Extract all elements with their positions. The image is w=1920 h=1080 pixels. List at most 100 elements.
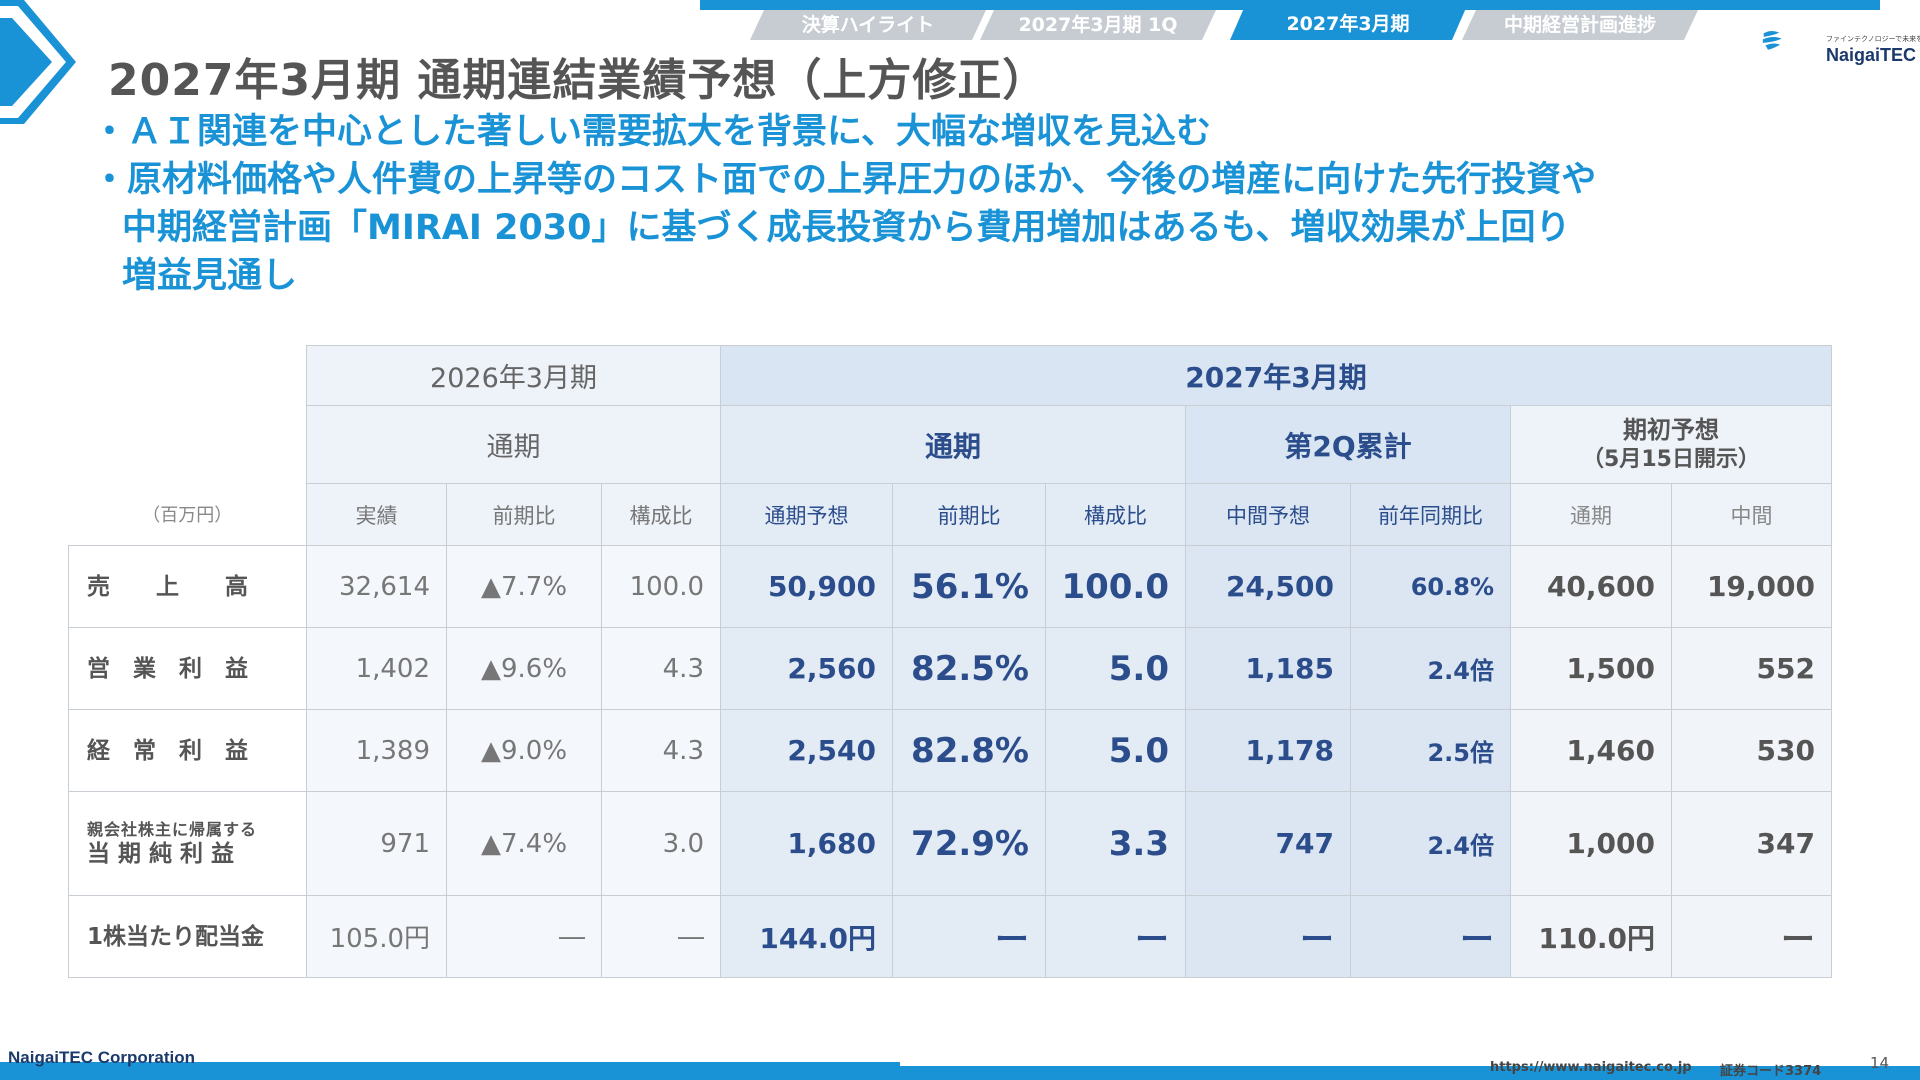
cell-yoy: ▲7.4% [446, 791, 602, 896]
cell-init-interim: 552 [1671, 627, 1832, 710]
table-row: 1株当たり配当金 105.0円 ― ― 144.0円 ー ー ー ー 110.0… [68, 895, 1832, 978]
header-fy2026: 2026年3月期 [306, 345, 721, 406]
sub-interim: 中間予想 [1185, 483, 1351, 546]
table-row: 経 常 利 益 1,389 ▲9.0% 4.3 2,540 82.8% 5.0 … [68, 709, 1832, 792]
tab-midterm-plan[interactable]: 中期経営計画進捗 [1462, 10, 1698, 40]
cell-actual: 32,614 [306, 545, 447, 628]
cell-yoy: ▲7.7% [446, 545, 602, 628]
tab-bar-line [700, 0, 1880, 10]
cell-actual: 105.0円 [306, 895, 447, 978]
cell-init-full: 1,500 [1510, 627, 1672, 710]
page-number: 14 [1870, 1054, 1890, 1072]
cell-yoy27: ー [892, 895, 1046, 978]
group-2027-2q: 第2Q累計 [1185, 405, 1511, 484]
bullet-line: ・原材料価格や人件費の上昇等のコスト面での上昇圧力のほか、今後の増産に向けた先行… [92, 160, 1597, 200]
cell-yoy-same: ー [1350, 895, 1511, 978]
table-corner [68, 405, 307, 484]
footer-security-code: 証券コード3374 [1720, 1064, 1822, 1079]
cell-init-full: 1,000 [1510, 791, 1672, 896]
cell-ratio27: 5.0 [1045, 709, 1186, 792]
cell-interim: ー [1185, 895, 1351, 978]
cell-yoy27: 82.8% [892, 709, 1046, 792]
header-fy2027: 2027年3月期 [720, 345, 1832, 406]
tab-2027-1q[interactable]: 2027年3月期 1Q [980, 10, 1216, 40]
cell-interim: 1,185 [1185, 627, 1351, 710]
row-label: 1株当たり配当金 [68, 895, 307, 978]
bullet-line: 中期経営計画「MIRAI 2030」に基づく成長投資から費用増加はあるも、増収効… [122, 208, 1571, 248]
row-label: 親会社株主に帰属する 当 期 純 利 益 [68, 791, 307, 896]
cell-init-full: 40,600 [1510, 545, 1672, 628]
cell-ratio27: 5.0 [1045, 627, 1186, 710]
footer-bar [0, 1066, 1920, 1080]
cell-interim: 747 [1185, 791, 1351, 896]
table-row: 親会社株主に帰属する 当 期 純 利 益 971 ▲7.4% 3.0 1,680… [68, 791, 1832, 896]
cell-actual: 971 [306, 791, 447, 896]
table-row: 営 業 利 益 1,402 ▲9.6% 4.3 2,560 82.5% 5.0 … [68, 627, 1832, 710]
cell-yoy: ― [446, 895, 602, 978]
cell-forecast: 50,900 [720, 545, 893, 628]
sub-actual: 実績 [306, 483, 447, 546]
cell-init-full: 1,460 [1510, 709, 1672, 792]
row-label-main: 当 期 純 利 益 [87, 840, 235, 867]
cell-ratio27: 100.0 [1045, 545, 1186, 628]
cell-forecast: 144.0円 [720, 895, 893, 978]
cell-init-full: 110.0円 [1510, 895, 1672, 978]
cell-ratio: 3.0 [601, 791, 721, 896]
row-label: 営 業 利 益 [68, 627, 307, 710]
row-label-main: 1株当たり配当金 [87, 923, 265, 950]
footer-url[interactable]: https://www.naigaitec.co.jp [1490, 1060, 1692, 1075]
row-label-main: 営 業 利 益 [87, 655, 248, 682]
footer-corp-name: NaigaiTEC Corporation [8, 1048, 196, 1067]
cell-forecast: 2,560 [720, 627, 893, 710]
cell-ratio: 4.3 [601, 709, 721, 792]
cell-ratio27: 3.3 [1045, 791, 1186, 896]
chevron-decoration-icon [0, 0, 76, 124]
logo-name: NaigaiTEC [1826, 45, 1917, 65]
cell-yoy-same: 60.8% [1350, 545, 1511, 628]
cell-init-interim: ー [1671, 895, 1832, 978]
bullet-list: ・ＡＩ関連を中心とした著しい需要拡大を背景に、大幅な増収を見込む ・原材料価格や… [92, 108, 1596, 300]
cell-actual: 1,402 [306, 627, 447, 710]
sub-init-full: 通期 [1510, 483, 1672, 546]
group-2026-full: 通期 [306, 405, 721, 484]
cell-yoy: ▲9.0% [446, 709, 602, 792]
cell-init-interim: 347 [1671, 791, 1832, 896]
cell-interim: 1,178 [1185, 709, 1351, 792]
cell-yoy-same: 2.4倍 [1350, 627, 1511, 710]
cell-ratio: 100.0 [601, 545, 721, 628]
cell-yoy27: 56.1% [892, 545, 1046, 628]
table-row: 売 上 高 32,614 ▲7.7% 100.0 50,900 56.1% 10… [68, 545, 1832, 628]
group-initial-forecast: 期初予想 （5月15日開示） [1510, 405, 1832, 484]
sub-ratio: 構成比 [601, 483, 721, 546]
sub-yoy27: 前期比 [892, 483, 1046, 546]
cell-ratio: 4.3 [601, 627, 721, 710]
cell-interim: 24,500 [1185, 545, 1351, 628]
cell-yoy27: 82.5% [892, 627, 1046, 710]
group-initial-note: （5月15日開示） [1582, 446, 1760, 472]
sub-init-interim: 中間 [1671, 483, 1832, 546]
bullet-line: 増益見通し [122, 256, 298, 296]
naigaitec-logo-icon [1762, 31, 1782, 50]
cell-forecast: 2,540 [720, 709, 893, 792]
cell-actual: 1,389 [306, 709, 447, 792]
cell-yoy: ▲9.6% [446, 627, 602, 710]
sub-ratio27: 構成比 [1045, 483, 1186, 546]
footer-line [0, 1062, 900, 1066]
unit-label: （百万円） [142, 505, 233, 527]
forecast-table: 2026年3月期 2027年3月期 通期 通期 第2Q累計 期初予想 （5月15… [68, 345, 1832, 978]
tab-highlights[interactable]: 決算ハイライト [750, 10, 986, 40]
tab-2027-fy[interactable]: 2027年3月期 [1230, 8, 1466, 40]
cell-forecast: 1,680 [720, 791, 893, 896]
bullet-item: ・原材料価格や人件費の上昇等のコスト面での上昇圧力のほか、今後の増産に向けた先行… [92, 156, 1596, 300]
bullet-line: ・ＡＩ関連を中心とした著しい需要拡大を背景に、大幅な増収を見込む [92, 112, 1211, 152]
row-label-main: 経 常 利 益 [87, 737, 248, 764]
cell-init-interim: 19,000 [1671, 545, 1832, 628]
sub-forecast: 通期予想 [720, 483, 893, 546]
cell-yoy27: 72.9% [892, 791, 1046, 896]
row-label: 経 常 利 益 [68, 709, 307, 792]
cell-yoy-same: 2.4倍 [1350, 791, 1511, 896]
bullet-item: ・ＡＩ関連を中心とした著しい需要拡大を背景に、大幅な増収を見込む [92, 108, 1596, 156]
group-initial-title: 期初予想 [1623, 415, 1719, 444]
cell-yoy-same: 2.5倍 [1350, 709, 1511, 792]
logo-tagline: ファインテクノロジーで未来を拓く [1826, 35, 1920, 43]
